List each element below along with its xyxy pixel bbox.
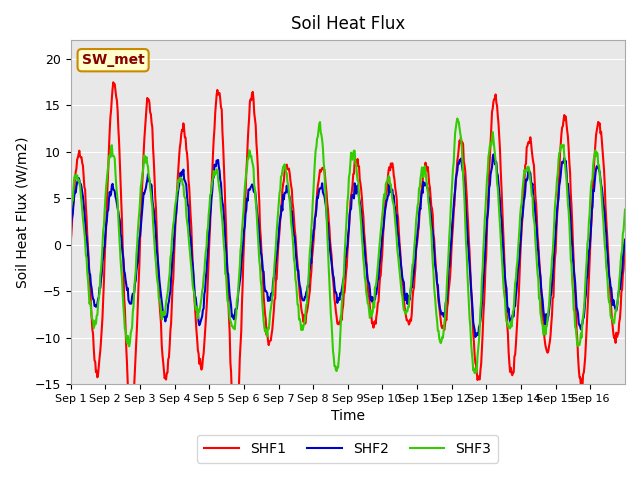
- SHF2: [261, 288, 269, 294]
- SHF1: [132, 334, 140, 339]
- Text: SW_met: SW_met: [82, 53, 145, 67]
- SHF2: [234, 298, 241, 303]
- Line: SHF3: SHF3: [70, 119, 625, 373]
- SHF1: [236, 380, 243, 386]
- SHF3: [132, 268, 140, 274]
- SHF2: [132, 277, 140, 283]
- SHF1: [67, 240, 74, 246]
- SHF1: [284, 166, 291, 172]
- SHF1: [109, 79, 117, 85]
- SHF1: [438, 323, 445, 329]
- SHF3: [454, 116, 461, 121]
- SHF3: [67, 208, 74, 214]
- SHF2: [436, 306, 444, 312]
- X-axis label: Time: Time: [331, 409, 365, 423]
- SHF1: [406, 316, 414, 322]
- SHF3: [261, 329, 269, 335]
- SHF3: [234, 295, 241, 301]
- Line: SHF1: SHF1: [70, 82, 625, 426]
- SHF3: [405, 304, 413, 310]
- SHF1: [262, 332, 270, 338]
- SHF3: [282, 169, 290, 175]
- SHF2: [472, 334, 479, 340]
- SHF2: [621, 237, 629, 243]
- SHF2: [67, 234, 74, 240]
- SHF3: [471, 370, 479, 376]
- SHF1: [621, 237, 629, 242]
- Y-axis label: Soil Heat Flux (W/m2): Soil Heat Flux (W/m2): [15, 136, 29, 288]
- SHF3: [621, 207, 629, 213]
- Legend: SHF1, SHF2, SHF3: SHF1, SHF2, SHF3: [197, 435, 498, 463]
- Title: Soil Heat Flux: Soil Heat Flux: [291, 15, 405, 33]
- SHF2: [490, 152, 497, 157]
- SHF2: [282, 190, 290, 195]
- SHF3: [436, 338, 444, 344]
- SHF1: [231, 423, 239, 429]
- Line: SHF2: SHF2: [70, 155, 625, 337]
- SHF2: [405, 293, 413, 299]
